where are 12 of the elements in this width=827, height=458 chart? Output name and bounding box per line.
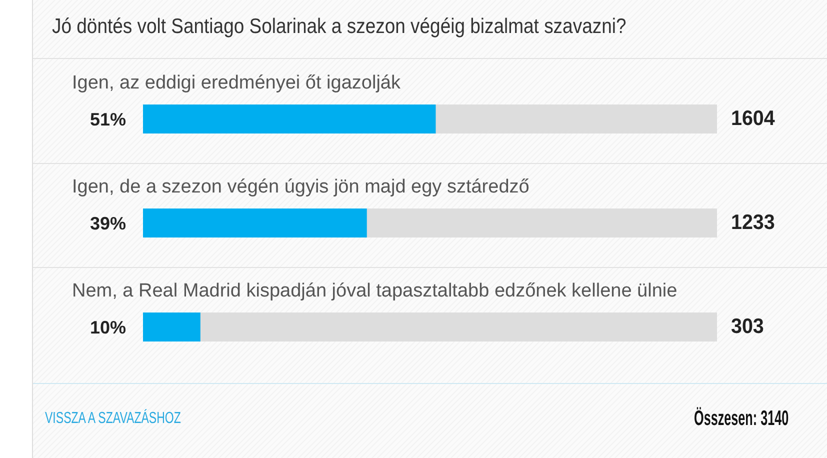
data-label: 51% <box>90 109 126 130</box>
y-tick-label: Igen, az eddigi eredményei őt igazolják <box>72 72 401 93</box>
y-tick-label: Nem, a Real Madrid kispadján jóval tapasztaltabb edzőnek kellene ülnie <box>72 280 678 301</box>
data-label: 10% <box>90 317 126 338</box>
y-tick-label: Igen, de a szezon végén úgyis jön majd egy sztáredző <box>72 176 530 197</box>
text: VISSZA A SZAVAZÁSHOZ <box>45 410 181 427</box>
text: 1233 <box>731 212 775 234</box>
text: 303 <box>731 316 764 338</box>
chart-title: Jó döntés volt Santiago Solarinak a szezon végéig bizalmat szavazni? <box>52 15 626 38</box>
text: 1604 <box>731 108 776 130</box>
data-label: 39% <box>90 213 126 234</box>
text: Összesen: 3140 <box>694 407 789 430</box>
